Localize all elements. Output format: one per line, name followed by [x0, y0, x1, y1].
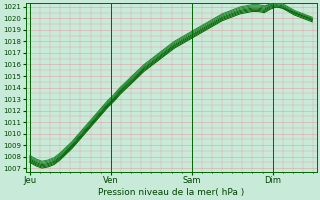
- X-axis label: Pression niveau de la mer( hPa ): Pression niveau de la mer( hPa ): [98, 188, 244, 197]
